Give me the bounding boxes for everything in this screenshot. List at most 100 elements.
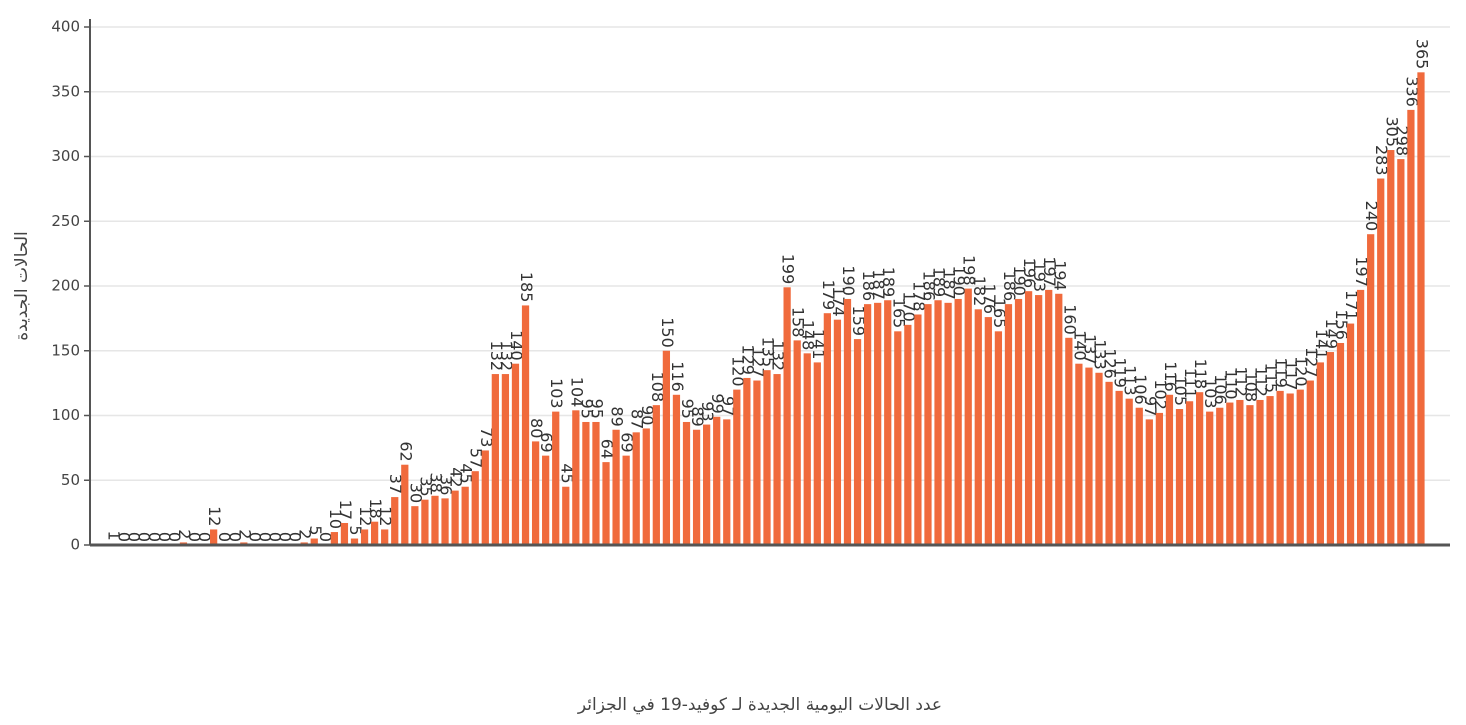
data-label: 140 xyxy=(507,330,526,361)
bar xyxy=(1216,407,1224,545)
bar xyxy=(471,471,479,545)
bar xyxy=(1155,412,1164,545)
bar xyxy=(1236,399,1244,545)
data-label: 42 xyxy=(447,467,466,487)
data-label: 189 xyxy=(879,267,898,298)
data-label: 193 xyxy=(1030,262,1049,293)
data-label: 115 xyxy=(1262,363,1281,394)
bar xyxy=(1266,396,1274,545)
data-label: 62 xyxy=(396,441,415,461)
data-label: 283 xyxy=(1372,145,1391,176)
bar xyxy=(723,419,731,545)
bar xyxy=(1246,405,1254,545)
bar xyxy=(562,486,570,545)
data-label: 104 xyxy=(567,377,586,408)
data-label: 165 xyxy=(889,298,908,329)
data-label: 187 xyxy=(869,269,888,300)
data-label: 132 xyxy=(487,341,506,372)
bar xyxy=(1055,293,1063,545)
data-label: 99 xyxy=(708,393,727,413)
bar xyxy=(360,529,369,545)
bar xyxy=(1286,393,1294,545)
bar xyxy=(1105,381,1113,545)
data-label: 12 xyxy=(205,506,224,526)
data-label: 0 xyxy=(185,532,204,542)
data-label: 190 xyxy=(950,265,969,296)
bar xyxy=(582,421,590,545)
data-label: 150 xyxy=(658,317,677,348)
data-label: 116 xyxy=(1161,361,1180,392)
y-tick-label: 200 xyxy=(51,277,80,295)
bar xyxy=(833,319,842,545)
bar xyxy=(1145,419,1153,545)
data-label: 2 xyxy=(235,529,254,539)
data-label: 132 xyxy=(497,341,516,372)
data-label: 189 xyxy=(930,267,949,298)
data-label: 69 xyxy=(618,432,637,452)
data-label: 80 xyxy=(527,418,546,438)
data-label: 156 xyxy=(1332,309,1351,340)
bar xyxy=(612,429,620,545)
data-label: 37 xyxy=(386,474,405,494)
bar xyxy=(381,529,389,545)
data-label: 97 xyxy=(1141,396,1160,416)
bar xyxy=(713,416,721,545)
bar xyxy=(652,405,660,545)
data-label: 108 xyxy=(648,372,667,403)
bar xyxy=(934,300,942,545)
bar xyxy=(1367,234,1375,545)
data-label: 89 xyxy=(688,406,707,426)
data-label: 194 xyxy=(1050,260,1069,291)
data-label: 198 xyxy=(960,255,979,286)
bar xyxy=(994,331,1003,545)
data-label: 0 xyxy=(195,532,214,542)
bar xyxy=(602,462,610,545)
data-label: 176 xyxy=(980,284,999,315)
bar xyxy=(813,362,821,545)
bar xyxy=(1417,72,1425,545)
bar xyxy=(521,305,530,545)
bar xyxy=(1196,392,1204,545)
bar xyxy=(441,498,449,545)
bar xyxy=(451,490,459,545)
data-label: 69 xyxy=(537,432,556,452)
data-label: 110 xyxy=(1221,369,1240,400)
bar xyxy=(874,302,882,545)
data-label: 45 xyxy=(557,463,576,483)
bar xyxy=(391,497,399,545)
data-label: 73 xyxy=(477,427,496,447)
data-label: 159 xyxy=(849,306,868,337)
data-label: 117 xyxy=(1282,360,1301,391)
data-label: 170 xyxy=(899,291,918,322)
data-label: 30 xyxy=(406,483,425,503)
bar xyxy=(763,370,771,545)
bar xyxy=(1115,390,1123,545)
bar xyxy=(843,298,852,545)
bar xyxy=(1165,394,1174,545)
data-label: 0 xyxy=(276,532,295,542)
data-label: 182 xyxy=(970,276,989,307)
data-label: 171 xyxy=(1342,290,1361,321)
data-label: 0 xyxy=(135,532,154,542)
data-label: 0 xyxy=(316,532,335,542)
data-label: 103 xyxy=(1201,378,1220,409)
bar xyxy=(1135,407,1143,545)
data-label: 106 xyxy=(1211,374,1230,405)
bar xyxy=(1095,372,1103,545)
data-label: 127 xyxy=(748,347,767,378)
bar xyxy=(330,532,338,545)
data-label: 18 xyxy=(366,498,385,518)
data-label: 95 xyxy=(587,399,606,419)
bar xyxy=(904,324,912,545)
bar xyxy=(773,374,781,545)
data-label: 298 xyxy=(1392,126,1411,157)
data-label: 93 xyxy=(698,401,717,421)
data-label: 35 xyxy=(416,476,435,496)
bar xyxy=(1296,389,1304,545)
bar xyxy=(733,389,741,545)
bar xyxy=(1226,402,1234,545)
bar xyxy=(692,429,701,545)
data-label: 64 xyxy=(598,439,617,459)
data-label: 336 xyxy=(1402,76,1421,107)
bar xyxy=(642,428,650,545)
